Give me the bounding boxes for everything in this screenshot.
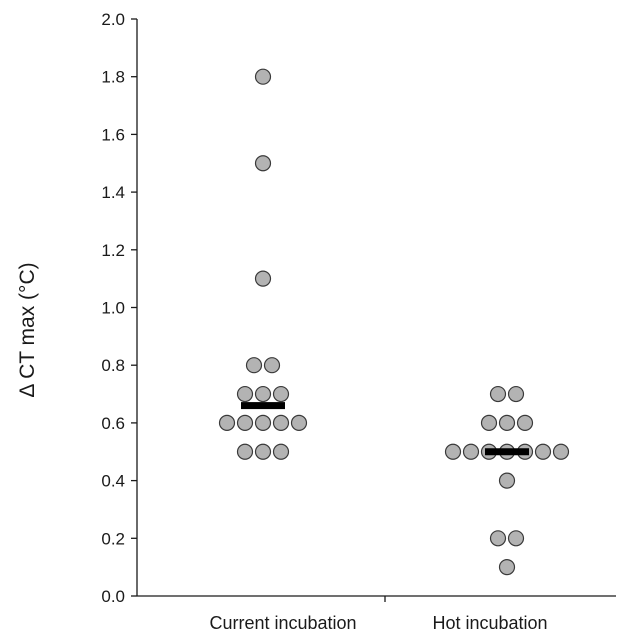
data-point	[507, 385, 525, 403]
median-bar	[241, 402, 285, 410]
axes	[136, 19, 616, 602]
data-point	[498, 414, 516, 431]
data-point	[507, 530, 525, 547]
y-tick-label: 0.6	[101, 414, 125, 433]
data-point	[236, 385, 254, 403]
data-point	[254, 443, 272, 460]
y-tick-label: 0.2	[101, 529, 125, 548]
data-point	[254, 155, 272, 172]
median-bar	[485, 448, 529, 456]
y-tick-label: 1.4	[101, 183, 125, 202]
y-tick-label: 2.0	[101, 10, 125, 29]
y-tick-label: 1.0	[101, 299, 125, 318]
y-tick-label: 1.2	[101, 241, 125, 260]
data-point	[245, 357, 263, 374]
y-ticks: 0.0 0.2 0.4 0.6 0.8 1.0 1.2 1.4 1.6 1.8 2.0	[101, 10, 137, 606]
y-tick-label: 1.8	[101, 68, 125, 87]
data-point	[254, 414, 272, 431]
data-point	[552, 443, 570, 460]
median-bars	[241, 402, 529, 456]
x-tick-label: Current incubation	[209, 613, 356, 633]
data-point	[498, 559, 516, 576]
data-point	[290, 414, 308, 431]
data-point	[534, 443, 552, 460]
data-point	[272, 443, 290, 460]
x-tick-label: Hot incubation	[432, 613, 547, 633]
data-point	[444, 443, 462, 460]
data-point	[236, 443, 254, 460]
data-point	[489, 530, 507, 547]
x-tick-labels: Current incubation Hot incubation	[209, 613, 547, 633]
data-points	[218, 68, 570, 576]
data-point	[272, 385, 290, 403]
data-point	[236, 414, 254, 431]
data-point	[462, 443, 480, 460]
data-point	[516, 414, 534, 431]
y-tick-label: 0.0	[101, 587, 125, 606]
y-tick-label: 1.6	[101, 125, 125, 144]
data-point	[272, 414, 290, 431]
data-point	[480, 414, 498, 431]
data-point	[263, 357, 281, 374]
data-point	[498, 472, 516, 489]
data-point	[489, 385, 507, 403]
data-point	[254, 68, 272, 85]
data-point	[254, 270, 272, 287]
data-point	[218, 414, 236, 431]
data-point	[254, 385, 272, 403]
y-tick-label: 0.8	[101, 356, 125, 375]
y-tick-label: 0.4	[101, 472, 125, 491]
